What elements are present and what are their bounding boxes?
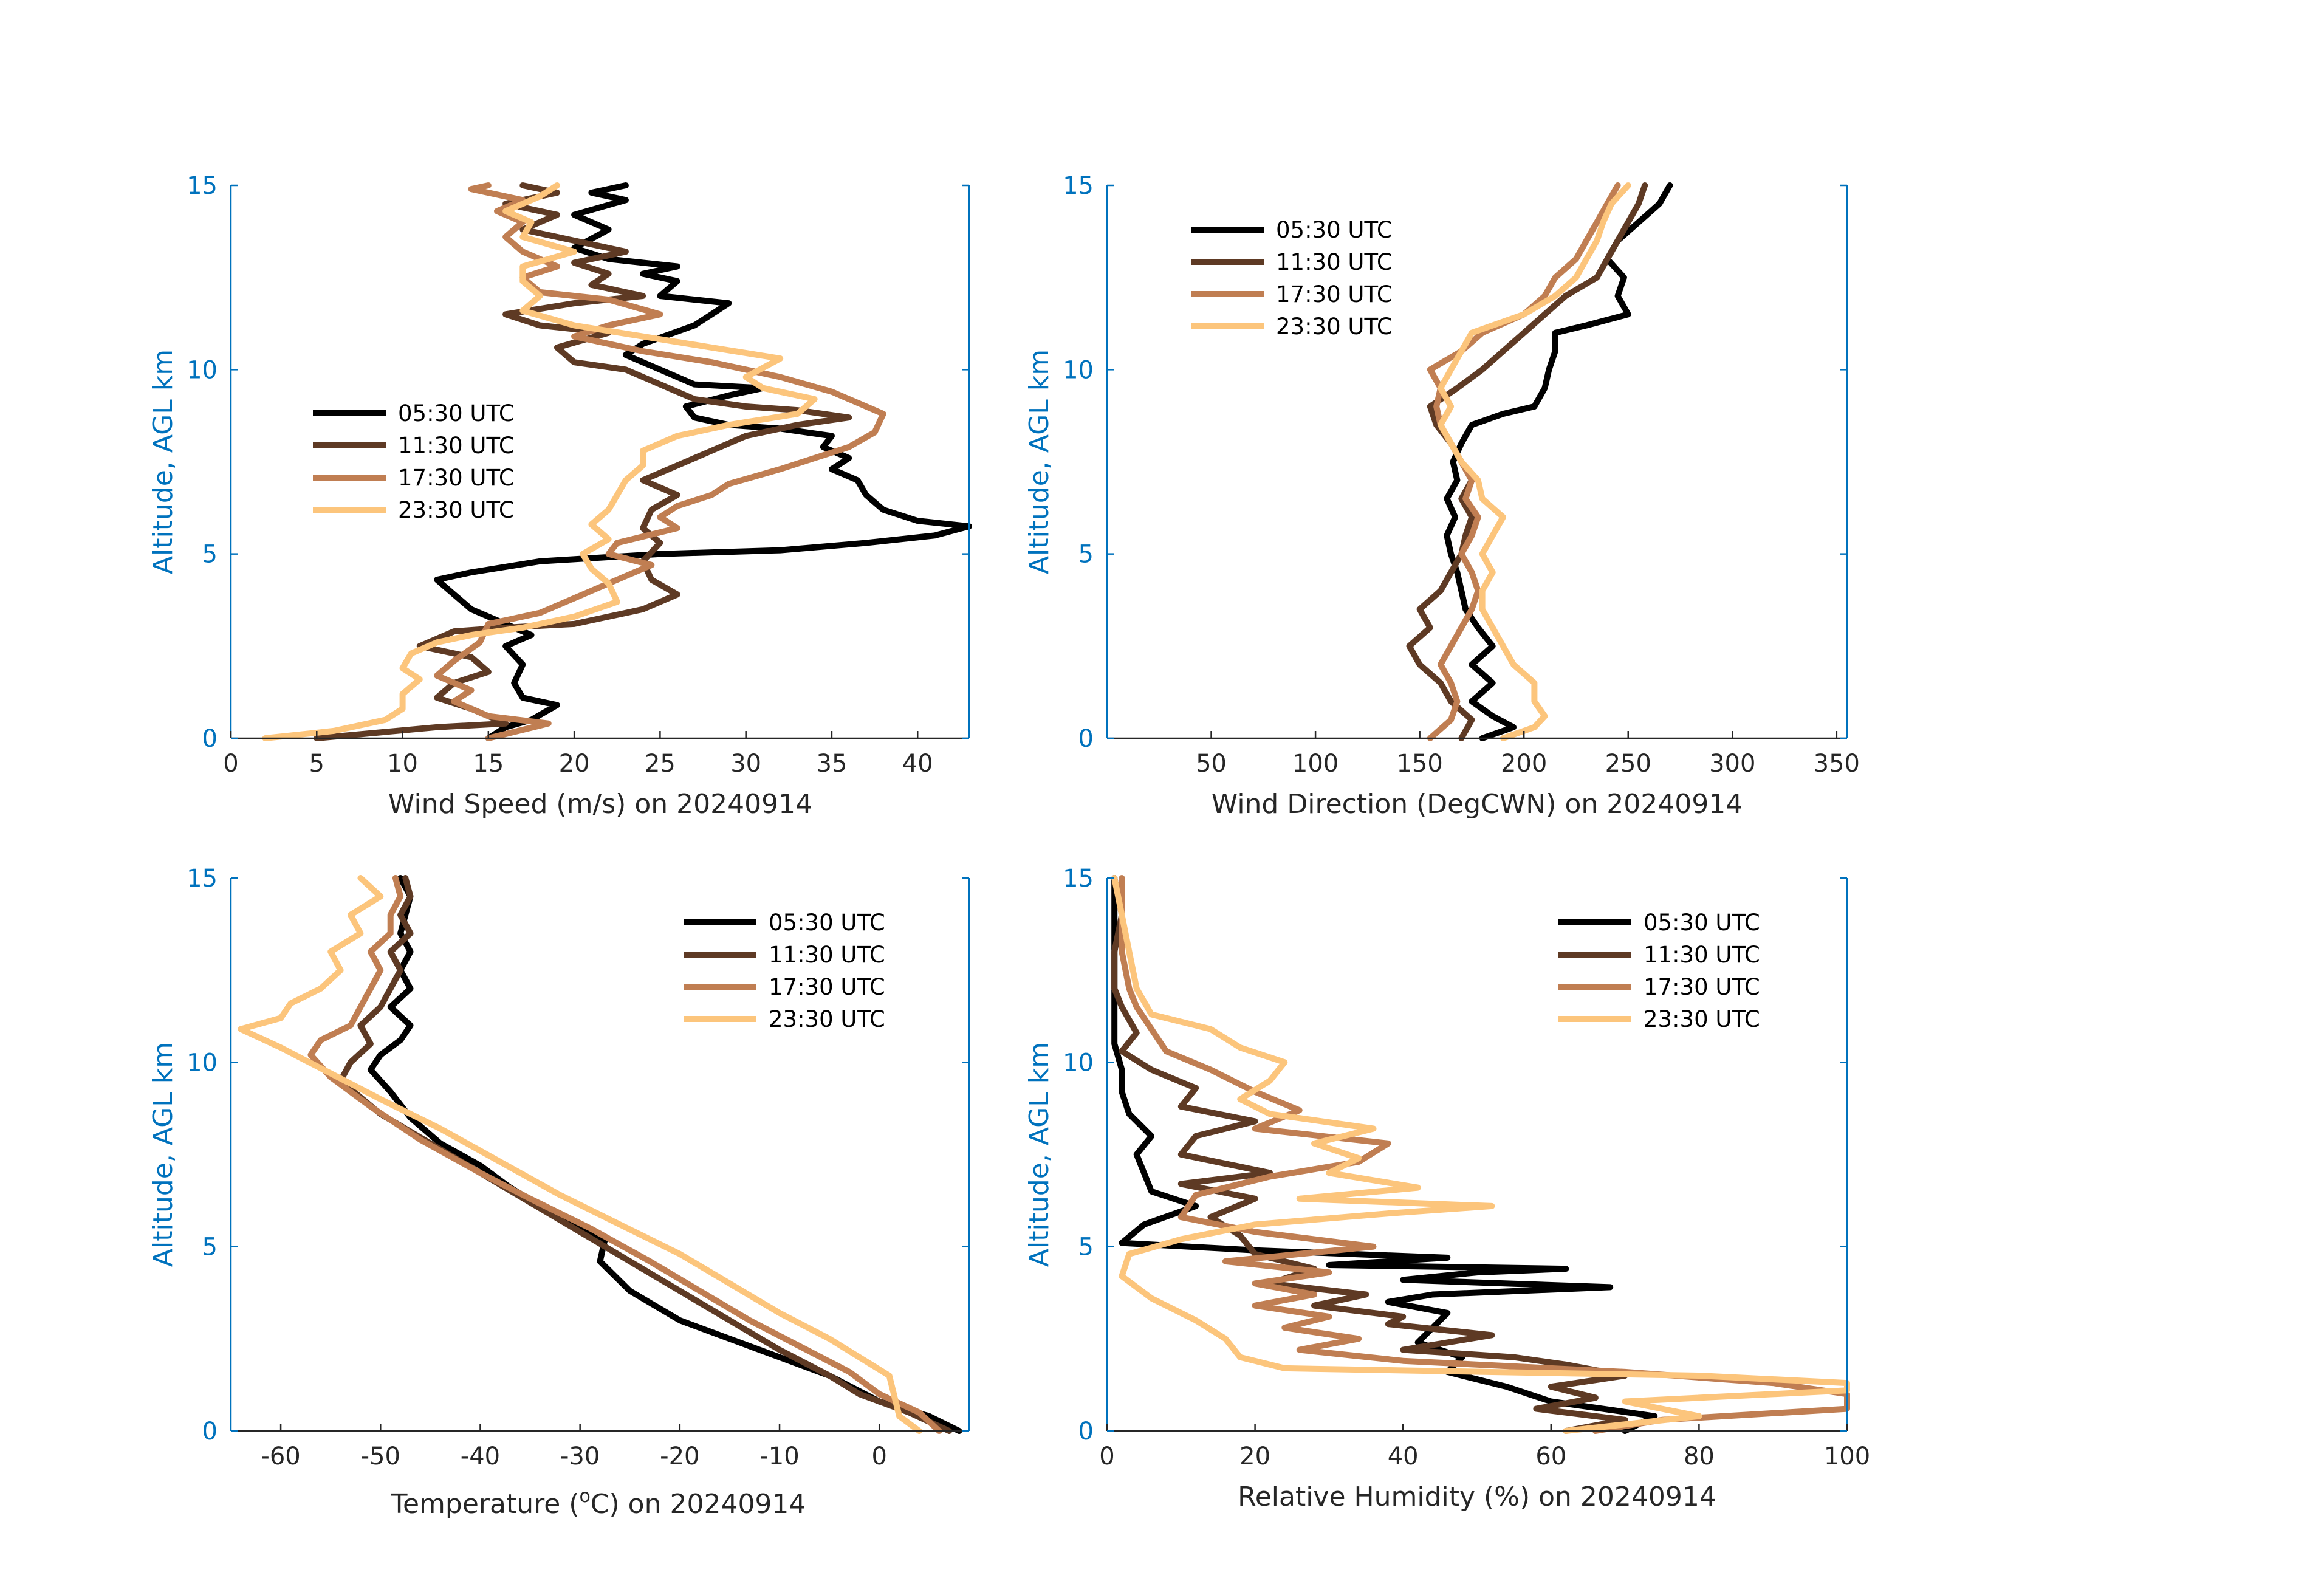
- temperature-x-label-b: C) on 20240914: [591, 1489, 806, 1520]
- temperature-series-17-30-utc: [307, 875, 942, 1434]
- wind-direction-x-tick-label: 250: [1605, 750, 1651, 778]
- wind-speed-x-label: Wind Speed (m/s) on 20240914: [388, 789, 812, 820]
- relative-humidity-y-tick-label: 0: [1078, 1418, 1094, 1446]
- temperature-y-tick-label: 10: [187, 1049, 218, 1077]
- relative-humidity-series-17-30-utc: [1119, 875, 1850, 1434]
- relative-humidity-legend-label-11-30-utc: 11:30 UTC: [1644, 942, 1760, 968]
- wind-direction-panel: 50 100 150 200 250 300 350 0 5 10 15 Wind Directio…: [1024, 172, 1860, 820]
- wind-direction-y-tick-label: 0: [1078, 725, 1094, 753]
- wind-speed-x-tick-label: 40: [902, 750, 933, 778]
- temperature-x-tick-label: -30: [560, 1442, 600, 1470]
- wind-speed-legend: 05:30 UTC 11:30 UTC 17:30 UTC 23:30 UTC: [313, 400, 515, 523]
- wind-speed-x-tick-label: 5: [309, 750, 324, 778]
- wind-speed-legend-label-05-30-utc: 05:30 UTC: [398, 400, 515, 427]
- wind-direction-axes: 50 100 150 200 250 300 350 0 5 10 15: [1063, 172, 1860, 778]
- wind-speed-x-tick-label: 10: [387, 750, 418, 778]
- wind-speed-y-tick-label: 0: [202, 725, 218, 753]
- relative-humidity-x-tick-label: 80: [1684, 1442, 1715, 1470]
- wind-direction-x-tick-label: 50: [1196, 750, 1227, 778]
- temperature-y-tick-label: 15: [187, 865, 218, 893]
- wind-speed-legend-label-23-30-utc: 23:30 UTC: [398, 497, 515, 523]
- wind-speed-y-label: Altitude, AGL km: [148, 349, 179, 574]
- wind-direction-legend-label-23-30-utc: 23:30 UTC: [1276, 314, 1393, 340]
- temperature-legend-label-23-30-utc: 23:30 UTC: [769, 1006, 885, 1032]
- relative-humidity-axes: 0 20 40 60 80 100 0 5 10 15: [1063, 865, 1870, 1470]
- wind-speed-series: [262, 182, 972, 741]
- temperature-series-05-30-utc: [367, 875, 962, 1434]
- relative-humidity-y-label: Altitude, AGL km: [1024, 1042, 1055, 1267]
- temperature-series: [238, 875, 962, 1434]
- temperature-x-label-a: Temperature (: [391, 1489, 580, 1520]
- wind-direction-y-tick-label: 10: [1063, 356, 1094, 384]
- relative-humidity-x-tick-label: 40: [1388, 1442, 1419, 1470]
- wind-speed-x-tick-label: 0: [223, 750, 238, 778]
- wind-direction-x-tick-label: 350: [1814, 750, 1860, 778]
- temperature-panel: -60 -50 -40 -30 -20 -10 0 0 5 10 15 Temperature (o…: [148, 865, 970, 1520]
- relative-humidity-series: [1111, 875, 1850, 1434]
- relative-humidity-x-tick-label: 0: [1099, 1442, 1114, 1470]
- temperature-x-label-sup: o: [579, 1486, 590, 1507]
- wind-direction-legend: 05:30 UTC 11:30 UTC 17:30 UTC 23:30 UTC: [1191, 217, 1393, 340]
- relative-humidity-y-tick-label: 5: [1078, 1233, 1094, 1261]
- relative-humidity-panel: 0 20 40 60 80 100 0 5 10 15 Relative Humidity (%)…: [1024, 865, 1870, 1512]
- wind-speed-x-tick-label: 25: [645, 750, 676, 778]
- wind-speed-x-tick-label: 35: [817, 750, 848, 778]
- temperature-legend-label-17-30-utc: 17:30 UTC: [769, 974, 885, 1000]
- relative-humidity-legend: 05:30 UTC 11:30 UTC 17:30 UTC 23:30 UTC: [1558, 910, 1760, 1032]
- relative-humidity-legend-label-17-30-utc: 17:30 UTC: [1644, 974, 1760, 1000]
- wind-speed-legend-label-11-30-utc: 11:30 UTC: [398, 433, 515, 459]
- temperature-x-tick-label: -10: [759, 1442, 799, 1470]
- temperature-y-tick-label: 0: [202, 1418, 218, 1446]
- wind-speed-legend-label-17-30-utc: 17:30 UTC: [398, 465, 515, 491]
- temperature-y-label: Altitude, AGL km: [148, 1042, 179, 1267]
- temperature-x-tick-label: -60: [261, 1442, 300, 1470]
- wind-direction-x-tick-label: 100: [1292, 750, 1339, 778]
- wind-speed-series-23-30-utc: [262, 182, 818, 741]
- wind-direction-y-tick-label: 15: [1063, 172, 1094, 200]
- wind-direction-x-tick-label: 200: [1501, 750, 1547, 778]
- wind-speed-x-tick-label: 15: [473, 750, 504, 778]
- temperature-x-tick-label: -20: [660, 1442, 699, 1470]
- relative-humidity-x-tick-label: 100: [1824, 1442, 1870, 1470]
- relative-humidity-x-tick-label: 60: [1535, 1442, 1566, 1470]
- temperature-x-label: Temperature (oC) on 20240914: [391, 1486, 806, 1520]
- relative-humidity-legend-label-23-30-utc: 23:30 UTC: [1644, 1006, 1760, 1032]
- relative-humidity-y-tick-label: 15: [1063, 865, 1094, 893]
- wind-direction-y-tick-label: 5: [1078, 541, 1094, 569]
- temperature-legend: 05:30 UTC 11:30 UTC 17:30 UTC 23:30 UTC: [684, 910, 885, 1032]
- temperature-axes: -60 -50 -40 -30 -20 -10 0 0 5 10 15: [187, 865, 970, 1470]
- wind-speed-x-tick-label: 30: [730, 750, 761, 778]
- relative-humidity-x-tick-label: 20: [1239, 1442, 1270, 1470]
- wind-direction-series-23-30-utc: [1438, 182, 1631, 741]
- relative-humidity-y-tick-label: 10: [1063, 1049, 1094, 1077]
- temperature-x-tick-label: -50: [361, 1442, 400, 1470]
- wind-direction-legend-label-11-30-utc: 11:30 UTC: [1276, 249, 1393, 275]
- wind-speed-y-tick-label: 10: [187, 356, 218, 384]
- relative-humidity-legend-label-05-30-utc: 05:30 UTC: [1644, 910, 1760, 936]
- temperature-y-tick-label: 5: [202, 1233, 218, 1261]
- wind-direction-legend-label-17-30-utc: 17:30 UTC: [1276, 281, 1393, 307]
- wind-direction-x-tick-label: 150: [1396, 750, 1442, 778]
- wind-speed-y-tick-label: 15: [187, 172, 218, 200]
- temperature-x-tick-label: 0: [872, 1442, 887, 1470]
- wind-direction-x-tick-label: 300: [1709, 750, 1755, 778]
- wind-direction-legend-label-05-30-utc: 05:30 UTC: [1276, 217, 1393, 243]
- wind-direction-series: [1406, 182, 1673, 741]
- wind-speed-axes: 0 5 10 15 20 25 30 35 40 0 5 10 15: [187, 172, 970, 778]
- temperature-legend-label-11-30-utc: 11:30 UTC: [769, 942, 885, 968]
- wind-speed-series-17-30-utc: [434, 182, 886, 741]
- temperature-series-23-30-utc: [238, 875, 922, 1434]
- wind-direction-x-label: Wind Direction (DegCWN) on 20240914: [1212, 789, 1743, 820]
- relative-humidity-series-23-30-utc: [1111, 875, 1850, 1434]
- wind-speed-y-tick-label: 5: [202, 541, 218, 569]
- wind-direction-y-label: Altitude, AGL km: [1024, 349, 1055, 574]
- wind-speed-x-tick-label: 20: [559, 750, 590, 778]
- relative-humidity-x-label: Relative Humidity (%) on 20240914: [1238, 1481, 1716, 1512]
- temperature-x-tick-label: -40: [461, 1442, 500, 1470]
- wind-speed-panel: 0 5 10 15 20 25 30 35 40 0 5 10 15 Wind Speed (m/s) …: [148, 172, 972, 820]
- temperature-legend-label-05-30-utc: 05:30 UTC: [769, 910, 885, 936]
